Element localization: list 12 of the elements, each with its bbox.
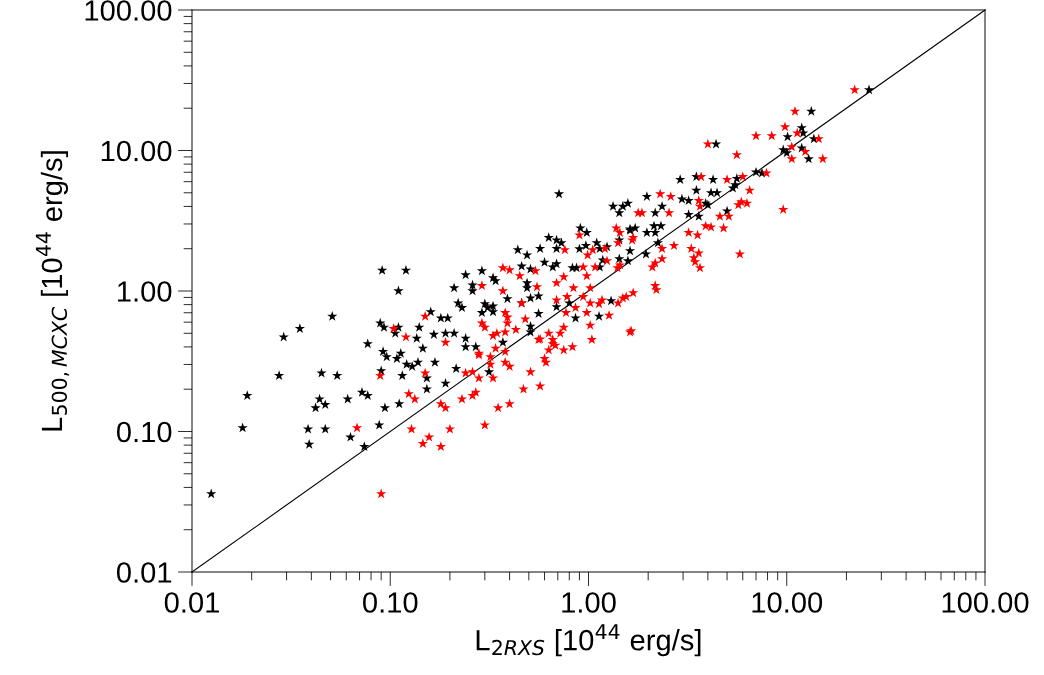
- y-tick-label: 1.00: [118, 281, 172, 302]
- x-tick-label: 1.00: [562, 592, 616, 613]
- y-tick-label: 100.00: [85, 0, 172, 21]
- y-tick-label: 0.01: [116, 562, 172, 583]
- x-axis-title: L$_{2RXS}$ [10$^{44}$ erg/s]: [476, 624, 701, 657]
- x-tick-label: 10.00: [752, 592, 823, 613]
- y-tick-label: 0.10: [116, 421, 172, 443]
- x-tick-label: 0.10: [363, 592, 418, 613]
- y-tick-label: 10.00: [101, 140, 172, 162]
- x-tick-label: 100.00: [942, 592, 1029, 613]
- x-tick-label: 0.01: [164, 592, 219, 613]
- y-axis-title: L$_{500,MCXC}$ [10$^{44}$ erg/s]: [35, 151, 70, 431]
